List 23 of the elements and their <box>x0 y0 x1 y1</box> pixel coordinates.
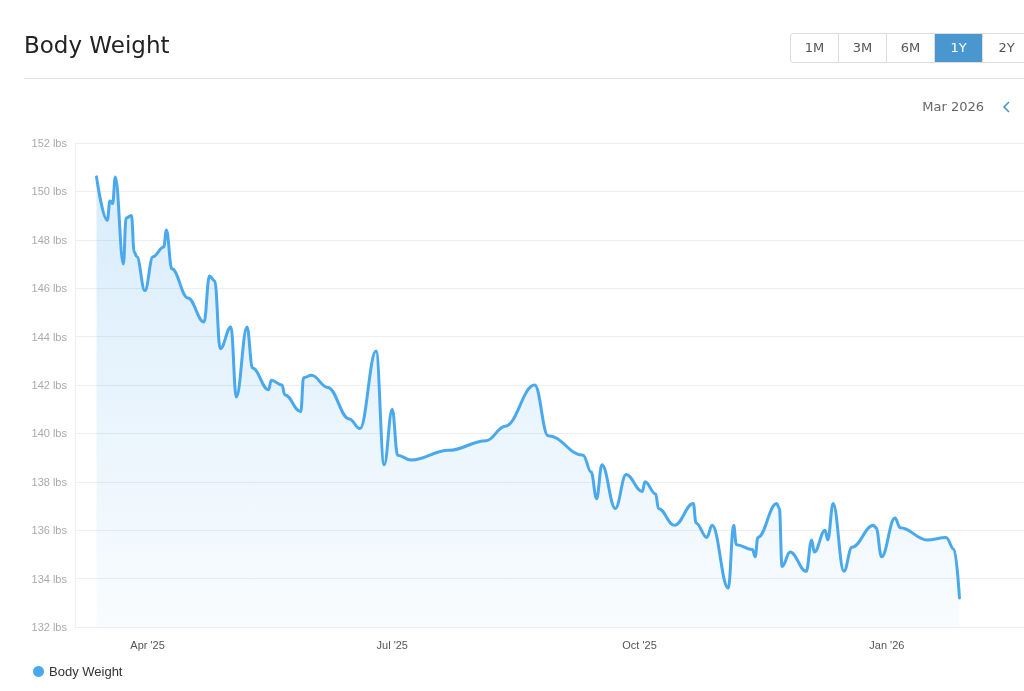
x-tick-label: Jul '25 <box>376 638 408 651</box>
x-tick-label: Oct '25 <box>622 638 657 651</box>
y-tick-label: 140 lbs <box>31 427 68 440</box>
y-tick-label: 144 lbs <box>31 330 68 343</box>
y-tick-label: 142 lbs <box>31 379 68 391</box>
y-tick-label: 132 lbs <box>31 621 68 633</box>
text: Mar 2026 <box>922 99 984 114</box>
text: 1M <box>803 39 826 57</box>
legend-label: Body Weight <box>49 664 123 679</box>
y-tick-label: 134 lbs <box>31 572 68 585</box>
y-tick-label: 146 lbs <box>31 282 68 295</box>
text: 6M <box>886 34 934 62</box>
x-tick-label: Apr '25 <box>130 638 165 651</box>
text: 2Y <box>982 34 1024 62</box>
text: 3M <box>838 34 886 62</box>
y-tick-label: 148 lbs <box>31 233 68 246</box>
text: 1Y <box>934 34 982 62</box>
y-tick-label: 150 lbs <box>31 185 68 198</box>
y-tick-label: 152 lbs <box>31 137 68 149</box>
x-tick-label: Jan '26 <box>869 638 905 651</box>
y-tick-label: 136 lbs <box>31 524 68 537</box>
y-tick-label: 138 lbs <box>31 475 68 488</box>
chart-title: Body Weight <box>24 32 170 58</box>
